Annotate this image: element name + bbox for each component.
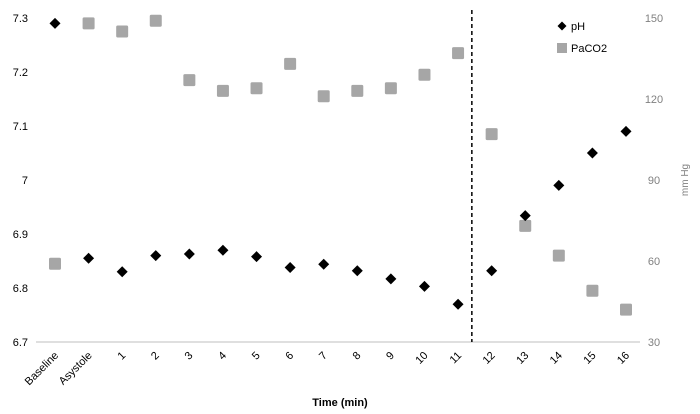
ph-point [418, 280, 430, 292]
legend-ph-label: pH [571, 21, 585, 33]
ph-point [83, 252, 95, 264]
y-tick-label: 6.7 [13, 337, 28, 349]
x-tick-label: 14 [548, 350, 565, 367]
legend: pH PaCO2 [557, 21, 607, 55]
x-tick-label: 9 [384, 350, 397, 363]
x-tick-label: 16 [615, 350, 632, 367]
legend-paco2-marker [557, 43, 567, 53]
y-tick-label: 7 [22, 175, 28, 187]
x-tick-label: 4 [216, 350, 229, 363]
paco2-point [284, 57, 297, 70]
ph-point [586, 147, 598, 159]
x-tick-label: 15 [581, 350, 598, 367]
y-tick-label: 6.9 [13, 229, 28, 241]
x-tick-label: 12 [481, 350, 498, 367]
series-paco2 [49, 14, 632, 316]
x-tick-label: 13 [514, 350, 531, 367]
ph-point [116, 266, 128, 278]
ph-point [251, 251, 263, 263]
paco2-point [452, 47, 465, 60]
ph-point [49, 17, 61, 29]
y-tick-label: 6.8 [13, 283, 28, 295]
x-tick-label: 6 [283, 350, 296, 363]
paco2-point [149, 14, 162, 27]
x-tick-label: Asystole [57, 350, 95, 388]
paco2-point [485, 128, 498, 141]
paco2-point [418, 68, 431, 81]
paco2-point [216, 84, 229, 97]
y2-axis-title: mm Hg [680, 164, 691, 196]
y2-tick-label: 60 [648, 256, 660, 268]
ph-point [318, 258, 330, 270]
ph-point [351, 265, 363, 277]
paco2-point [620, 303, 632, 316]
paco2-point [586, 284, 599, 297]
legend-paco2-label: PaCO2 [571, 43, 607, 55]
paco2-point [116, 25, 129, 38]
x-tick-label: 1 [115, 350, 128, 363]
y-tick-label: 7.3 [13, 13, 28, 25]
y2-tick-label: 120 [645, 94, 663, 106]
x-tick-label: Baseline [23, 350, 61, 388]
ph-point [217, 244, 229, 256]
x-tick-label: 10 [413, 350, 430, 367]
ph-point [620, 125, 632, 137]
paco2-point [183, 74, 196, 87]
y-axis-right: 30 60 90 120 150 [645, 13, 663, 349]
series-ph [49, 17, 632, 310]
x-axis-title: Time (min) [312, 397, 368, 409]
y-axis-left: 6.7 6.8 6.9 7 7.1 7.2 7.3 [13, 13, 28, 349]
paco2-point [384, 82, 397, 95]
x-tick-label: 5 [250, 350, 263, 363]
x-tick-label: 11 [448, 350, 465, 367]
x-tick-label: 8 [351, 350, 364, 363]
ph-point [385, 273, 397, 285]
y-tick-label: 7.2 [13, 67, 28, 79]
y-tick-label: 7.1 [13, 121, 28, 133]
y2-tick-label: 30 [648, 337, 660, 349]
y2-tick-label: 90 [648, 175, 660, 187]
x-tick-label: 7 [317, 350, 330, 363]
ph-point [553, 179, 565, 191]
y2-tick-label: 150 [645, 13, 663, 25]
ph-point [452, 298, 464, 310]
paco2-point [49, 257, 61, 270]
ph-point [519, 210, 531, 222]
legend-ph-marker [557, 21, 567, 31]
paco2-point [250, 82, 263, 95]
x-tick-label: 2 [149, 350, 162, 363]
paco2-point [552, 249, 565, 262]
ph-point [183, 248, 195, 260]
ph-point [150, 250, 162, 262]
paco2-point [317, 90, 330, 103]
paco2-point [351, 84, 364, 97]
paco2-point [82, 17, 95, 30]
x-tick-label: 3 [183, 350, 196, 363]
paco2-point [519, 219, 532, 232]
ph-point [284, 261, 296, 273]
ph-point [486, 265, 498, 277]
